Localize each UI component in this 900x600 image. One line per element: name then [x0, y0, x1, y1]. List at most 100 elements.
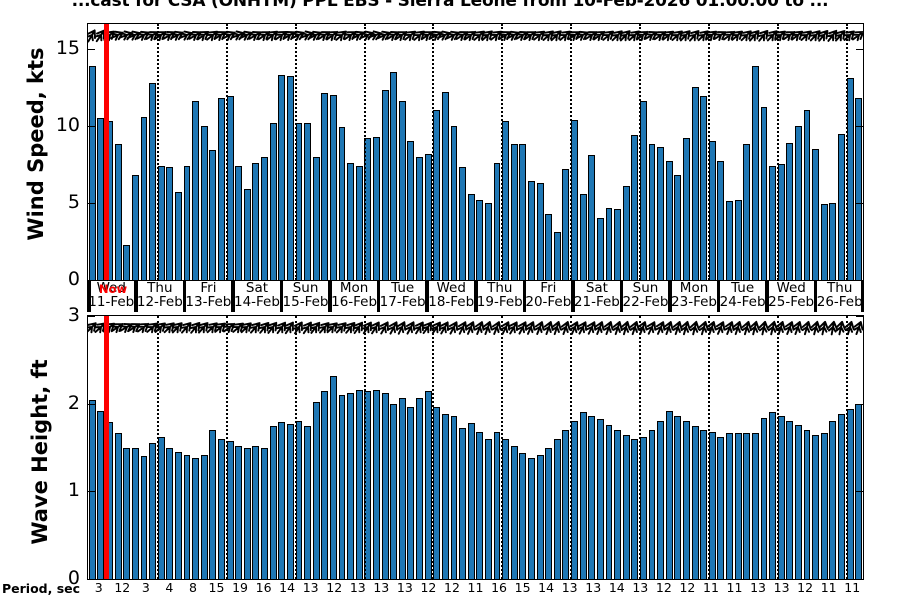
bar: [131, 175, 139, 280]
wave-direction-arrow: [528, 316, 551, 339]
wave-direction-arrow: [218, 316, 243, 340]
bar: [398, 398, 406, 579]
day-separator: [225, 316, 228, 579]
wave-direction-arrow: [209, 316, 234, 340]
wave-direction-arrow: [546, 316, 569, 338]
bar: [812, 435, 820, 579]
wave-axis-title: Wave Height, ft: [28, 359, 52, 545]
bar: [562, 168, 570, 280]
wave-direction-arrow: [390, 316, 414, 339]
bar: [631, 135, 639, 280]
y-tick-label: 10: [55, 113, 80, 136]
bar: [286, 76, 294, 280]
wind-direction-arrow: [605, 24, 630, 48]
date-axis-date: 24-Feb: [719, 294, 766, 310]
bar: [321, 391, 329, 579]
date-axis-weekday: Wed: [96, 280, 126, 296]
day-separator: [156, 316, 159, 579]
wind-direction-arrow: [545, 24, 570, 48]
wave-direction-arrow: [477, 316, 500, 339]
wave-direction-arrow: [382, 316, 406, 339]
wave-direction-arrow: [131, 316, 156, 340]
wind-direction-arrow: [227, 24, 250, 47]
wind-direction-arrow: [209, 24, 234, 47]
date-axis-date: 13-Feb: [185, 294, 232, 310]
period-value: 14: [279, 580, 296, 595]
y-tick-mark: [88, 316, 95, 317]
wind-direction-arrow: [338, 24, 363, 47]
date-axis-divider: [376, 281, 381, 312]
bar: [441, 414, 449, 579]
bar: [347, 393, 355, 579]
wave-direction-arrow: [148, 316, 173, 340]
bar: [631, 438, 639, 579]
bar: [743, 144, 751, 280]
wind-direction-arrow: [613, 24, 638, 48]
wave-height-plot: [87, 315, 864, 580]
date-axis-cell: Wed 11-Feb: [87, 281, 136, 312]
date-axis-weekday: Tue: [731, 280, 755, 296]
bar: [657, 147, 665, 280]
bar: [476, 199, 484, 280]
bar: [329, 94, 337, 280]
bar: [665, 161, 673, 280]
wave-direction-arrow: [494, 316, 518, 339]
bar: [174, 192, 182, 280]
bar: [536, 182, 544, 280]
bar: [174, 451, 182, 579]
wave-direction-arrow: [658, 316, 681, 339]
date-axis-date: 26-Feb: [816, 294, 863, 310]
date-axis-weekday: Fri: [540, 280, 557, 296]
wind-direction-arrow: [812, 24, 837, 48]
date-axis-date: 15-Feb: [282, 294, 329, 310]
wind-direction-arrow: [562, 24, 587, 47]
bar: [321, 93, 329, 280]
bar: [243, 447, 251, 579]
wave-direction-arrow: [727, 316, 750, 338]
wave-direction-arrow: [295, 316, 320, 339]
bar: [657, 421, 665, 579]
date-axis-divider: [231, 281, 235, 312]
y-tick-label: 5: [67, 190, 80, 213]
date-axis-weekday: Thu: [487, 280, 513, 296]
bar: [123, 447, 131, 579]
period-value: 13: [302, 580, 319, 595]
wind-direction-arrow: [743, 24, 768, 48]
y-tick-mark: [88, 403, 95, 405]
bar: [683, 421, 690, 579]
bar: [261, 156, 268, 280]
date-axis-weekday: Sun: [632, 280, 659, 296]
date-axis-cell: Mon 23-Feb: [670, 281, 719, 312]
wave-direction-arrow: [693, 316, 715, 338]
day-separator: [225, 24, 228, 280]
wave-direction-arrow: [822, 317, 843, 338]
wave-direction-arrow: [88, 316, 105, 340]
wind-direction-arrow: [631, 24, 656, 48]
wave-direction-arrow: [597, 316, 620, 339]
bar: [622, 185, 630, 280]
date-axis-divider: [716, 281, 721, 312]
wave-direction-arrow: [805, 316, 827, 338]
wave-direction-arrow: [174, 316, 199, 340]
y-tick-mark: [88, 491, 95, 493]
bar: [200, 125, 208, 280]
period-value: 16: [255, 580, 272, 595]
wind-direction-arrow: [356, 24, 379, 47]
period-value: 4: [165, 580, 174, 595]
bar: [312, 401, 320, 579]
wind-direction-arrow: [278, 24, 303, 47]
bar: [252, 162, 260, 280]
now-marker-label: Now: [98, 282, 128, 296]
date-axis-divider: [571, 281, 575, 312]
date-axis-cell: Thu 19-Feb: [476, 281, 525, 312]
wind-direction-arrow: [450, 24, 475, 47]
bar: [252, 445, 260, 579]
bar: [441, 91, 449, 280]
bar: [183, 165, 191, 280]
y-tick-label: 0: [67, 268, 80, 290]
wind-direction-arrow: [803, 24, 828, 48]
bar: [407, 407, 415, 579]
wind-direction-arrow: [442, 24, 466, 47]
wave-direction-arrow: [451, 316, 475, 339]
wind-direction-arrow: [657, 24, 682, 48]
